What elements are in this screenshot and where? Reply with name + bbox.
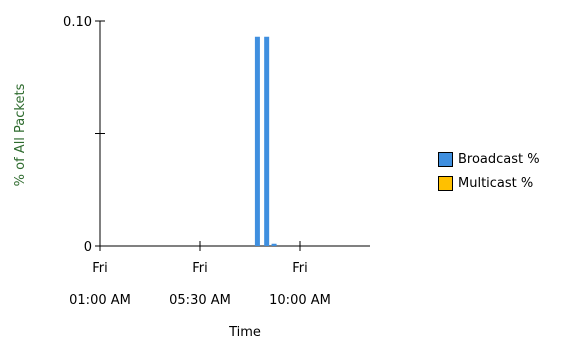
legend-item-multicast: Multicast %	[438, 171, 540, 195]
x-tick-time-2: 10:00 AM	[269, 293, 331, 308]
legend-label-broadcast: Broadcast %	[458, 151, 540, 167]
legend-swatch-multicast	[438, 175, 453, 191]
y-tick-label-2: 0.10	[63, 15, 92, 30]
x-tick-time-0: 01:00 AM	[69, 293, 131, 308]
x-tick-time-1: 05:30 AM	[169, 293, 231, 308]
legend-swatch-broadcast	[438, 151, 453, 167]
x-tick-day-1: Fri	[192, 261, 208, 276]
bar-broadcast-0	[254, 36, 260, 246]
x-tick-day-2: Fri	[292, 261, 308, 276]
plot-area: 0 0.10 Fri 01:00 AM Fri 05:30 AM Fri 10:00 AM	[63, 15, 370, 308]
y-tick-label-0: 0	[84, 240, 92, 255]
x-axis-title: Time	[228, 325, 261, 339]
legend-item-broadcast: Broadcast %	[438, 147, 540, 171]
y-axis-title: % of All Packets	[13, 83, 28, 186]
x-tick-day-0: Fri	[92, 261, 108, 276]
legend: Broadcast % Multicast %	[438, 147, 540, 195]
bar-broadcast-1	[264, 36, 270, 246]
bar-broadcast-2	[271, 243, 277, 246]
legend-label-multicast: Multicast %	[458, 175, 534, 191]
